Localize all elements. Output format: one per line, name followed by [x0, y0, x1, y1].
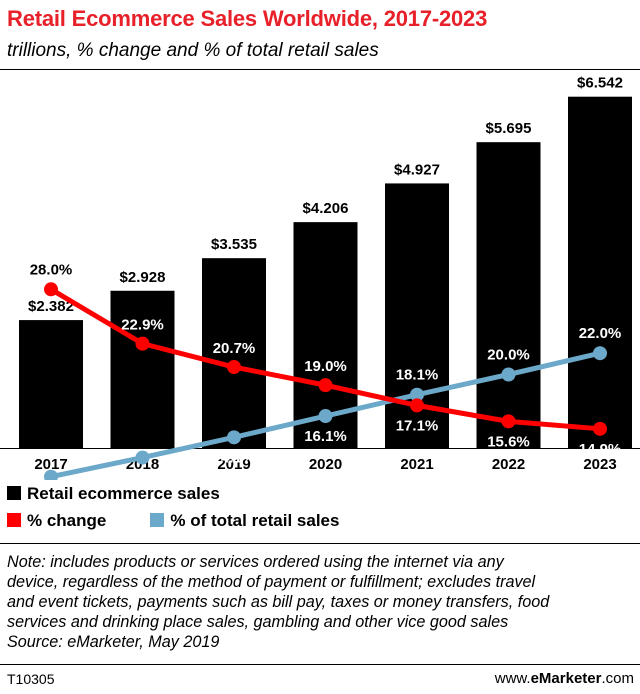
legend-label-share: % of total retail sales [170, 511, 340, 530]
change-point [44, 282, 58, 297]
bar-2018 [110, 290, 175, 448]
note-divider [0, 543, 640, 544]
x-tick-label: 2019 [217, 456, 250, 473]
legend-row-1: Retail ecommerce sales [7, 484, 220, 504]
bar-value-label: $6.542 [577, 75, 623, 92]
change-point [593, 421, 607, 436]
share-label: 16.1% [304, 428, 347, 445]
top-divider [0, 69, 640, 70]
note-line: and event tickets, payments such as bill… [7, 593, 550, 611]
bar-value-label: $5.695 [486, 120, 532, 137]
change-label: 19.0% [304, 358, 347, 375]
legend-swatch-bar [7, 486, 21, 500]
share-point [227, 430, 241, 445]
change-label: 22.9% [121, 317, 164, 334]
chart-area: $2.382 $2.928 $3.535 $4.206 $4.927 $5.695 $6.5… [0, 75, 640, 480]
legend-label-change: % change [27, 511, 107, 530]
share-point [135, 450, 150, 465]
change-label: 20.7% [213, 340, 256, 357]
chart-subtitle: trillions, % change and % of total retai… [7, 40, 379, 61]
legend-row-2: % change % of total retail sales [7, 511, 339, 531]
change-point [501, 414, 516, 429]
bar-2017 [19, 320, 83, 448]
note-line: Source: eMarketer, May 2019 [7, 633, 220, 651]
bar-value-label: $3.535 [211, 236, 257, 253]
change-label: 17.1% [396, 417, 439, 434]
share-point [593, 346, 607, 361]
note-line: device, regardless of the method of paym… [7, 573, 536, 591]
change-label: 14.9% [579, 441, 622, 458]
change-point [227, 360, 241, 375]
bar-value-label: $2.928 [120, 269, 166, 286]
source-note: Note: includes products or services orde… [7, 552, 635, 652]
share-label: 12.2% [121, 470, 164, 480]
x-tick-label: 2017 [34, 456, 67, 473]
bar-2022 [476, 142, 541, 448]
change-point [318, 378, 333, 393]
legend-label-bar: Retail ecommerce sales [27, 484, 220, 503]
chart-title: Retail Ecommerce Sales Worldwide, 2017-2… [7, 6, 488, 31]
change-point [135, 336, 150, 351]
share-point [410, 387, 424, 402]
share-label: 18.1% [396, 367, 439, 384]
share-point [44, 469, 58, 480]
change-label: 15.6% [487, 433, 530, 450]
x-tick-label: 2022 [492, 456, 525, 473]
change-point [410, 398, 424, 413]
bar-value-label: $2.382 [28, 298, 74, 315]
brand-logo: www.eMarketer.com [494, 670, 634, 687]
bar-value-label: $4.206 [303, 200, 349, 217]
legend-swatch-share [150, 513, 165, 527]
bar-value-label: $4.927 [394, 161, 440, 178]
bar-2019 [202, 258, 266, 448]
x-tick-label: 2020 [309, 456, 342, 473]
x-tick-label: 2023 [583, 456, 616, 473]
share-label: 22.0% [579, 325, 622, 342]
x-tick-label: 2021 [400, 456, 433, 473]
chart-id: T10305 [7, 671, 55, 687]
note-line: Note: includes products or services orde… [7, 553, 504, 571]
bar-2023 [568, 96, 632, 449]
change-label: 28.0% [30, 261, 73, 278]
legend-swatch-change [7, 513, 21, 527]
share-point [501, 367, 516, 382]
footer-divider [0, 664, 640, 665]
share-point [318, 409, 333, 424]
share-label: 14.1% [213, 449, 256, 466]
note-line: services and drinking place sales, gambl… [7, 613, 509, 631]
share-label: 20.0% [487, 347, 530, 364]
